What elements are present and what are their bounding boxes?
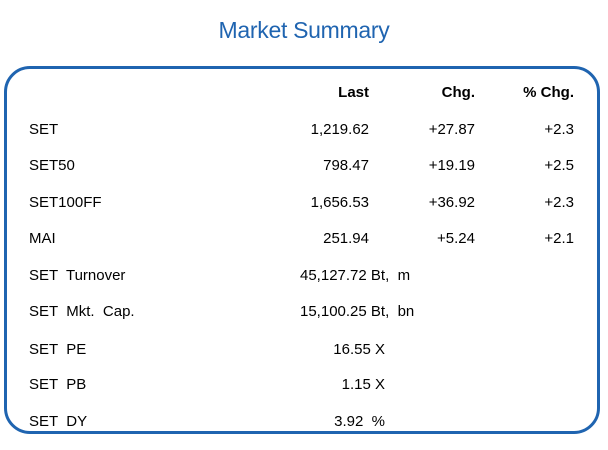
index-last-set100ff: 1,656.53	[310, 194, 369, 211]
index-pct-mai: +2.1	[544, 230, 574, 247]
index-name-set: SET	[29, 121, 59, 138]
stat-name-pb: SET PB	[29, 376, 87, 393]
column-header-last: Last	[338, 84, 369, 101]
column-header-pct-chg: % Chg.	[523, 84, 574, 101]
market-summary-panel	[4, 66, 600, 434]
index-name-mai: MAI	[29, 230, 56, 247]
page-title: Market Summary	[218, 17, 390, 43]
index-name-set100ff: SET100FF	[29, 194, 102, 211]
stat-name-mkt-cap: SET Mkt. Cap.	[29, 303, 135, 320]
index-pct-set: +2.3	[544, 121, 574, 138]
index-chg-set: +27.87	[428, 121, 475, 138]
index-last-set50: 798.47	[323, 157, 369, 174]
index-last-set: 1,219.62	[310, 121, 369, 138]
index-chg-mai: +5.24	[437, 230, 475, 247]
index-pct-set50: +2.5	[544, 157, 574, 174]
stat-value-mkt-cap: 15,100.25 Bt, bn	[300, 303, 415, 320]
column-header-chg: Chg.	[441, 84, 475, 101]
index-name-set50: SET50	[29, 157, 75, 174]
stat-value-turnover: 45,127.72 Bt, m	[300, 267, 411, 284]
index-pct-set100ff: +2.3	[544, 194, 574, 211]
stat-name-pe: SET PE	[29, 341, 87, 358]
stat-name-dy: SET DY	[29, 413, 88, 430]
index-chg-set100ff: +36.92	[428, 194, 475, 211]
index-chg-set50: +19.19	[428, 157, 475, 174]
index-last-mai: 251.94	[323, 230, 369, 247]
stat-value-pb: 1.15 X	[341, 376, 385, 393]
stat-value-dy: 3.92 %	[334, 413, 385, 430]
stat-value-pe: 16.55 X	[333, 341, 385, 358]
stat-name-turnover: SET Turnover	[29, 267, 126, 284]
